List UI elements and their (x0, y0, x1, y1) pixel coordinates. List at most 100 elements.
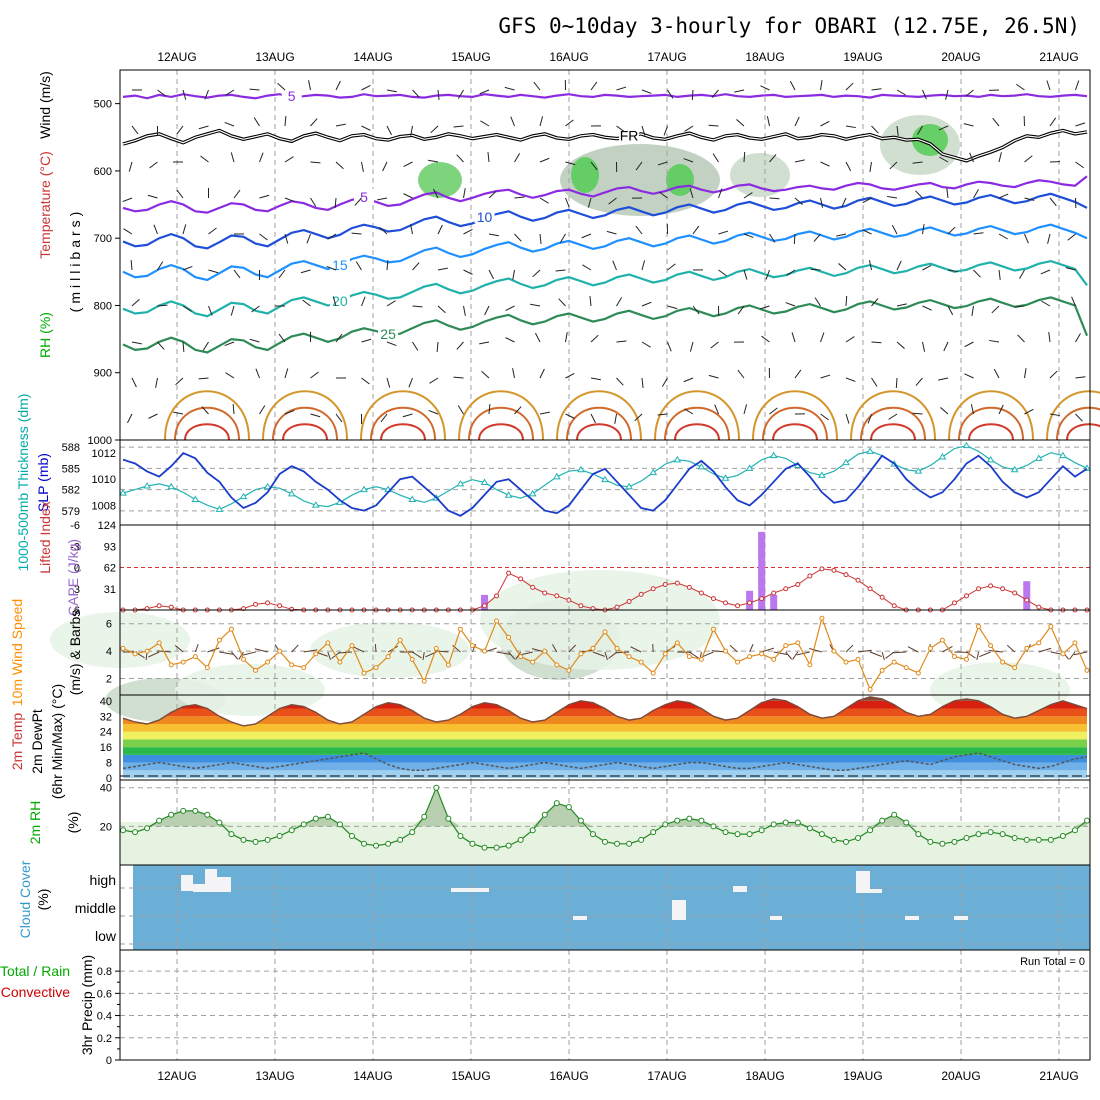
isotherm-line (122, 93, 1088, 100)
wind-barb (488, 403, 491, 415)
wind-speed-marker (795, 640, 801, 646)
thickness-marker (528, 489, 537, 497)
rh-marker (891, 811, 898, 818)
wind-barb (326, 265, 337, 271)
lifted-index-marker (156, 603, 162, 609)
wind-barb (718, 230, 729, 235)
rh2m-panel: 40 20 2m RH (%) (27, 779, 1091, 866)
wind-barb (412, 341, 419, 351)
thickness-marker (1010, 465, 1019, 473)
rh-marker (517, 836, 524, 843)
wind-speed-marker (819, 615, 825, 621)
wind-speed-marker (506, 634, 512, 640)
rh-marker (433, 784, 440, 791)
wind-speed-marker (1012, 665, 1018, 671)
wind-barb (284, 368, 289, 379)
wind-barb (182, 265, 193, 271)
wind-barb (871, 88, 882, 91)
rh-marker (493, 844, 500, 851)
wind-barb (612, 260, 617, 271)
wind-barb (896, 260, 902, 271)
wind-barb (457, 405, 464, 415)
rh-marker (698, 817, 705, 824)
cape-bar (758, 531, 766, 610)
temp-band (123, 762, 1087, 771)
li-axis-label: Lifted Index (37, 501, 53, 573)
wind-barb (512, 368, 515, 379)
wind-barb (504, 86, 515, 91)
wind-barb (361, 338, 372, 343)
wind-barb (581, 233, 592, 239)
wind-barb (743, 233, 754, 238)
wind-speed-marker (903, 665, 909, 671)
bottom-date-label: 18AUG (745, 1069, 784, 1083)
chart-title: GFS 0~10day 3-hourly for OBARI (12.75E, … (498, 14, 1080, 38)
wind-barb (479, 89, 490, 95)
rh-marker (1047, 836, 1054, 843)
wind-barb (230, 305, 235, 316)
surface-wind-barb (1038, 647, 1052, 653)
rh-marker (457, 833, 464, 840)
wind-barb (259, 152, 264, 163)
wind-barb (734, 89, 745, 93)
wind-barb (354, 197, 362, 206)
wind-barb (689, 188, 694, 199)
rh-axis-label: RH (%) (37, 312, 53, 358)
li-tick-label: 6 (74, 605, 80, 617)
wind-speed-marker (831, 648, 837, 654)
rh-marker (144, 825, 151, 832)
wind-barb (386, 125, 392, 136)
surface-isotherm (458, 390, 544, 441)
wind-barb (565, 332, 568, 343)
surface-isotherm (1046, 390, 1100, 441)
wind-barb (379, 226, 388, 235)
rh-marker (843, 838, 849, 845)
lifted-index-marker (891, 603, 897, 609)
rh-marker (758, 827, 765, 834)
rh-marker (1011, 834, 1018, 841)
surface-wind-barb (881, 651, 885, 661)
precip-tick-label: 0.2 (97, 1033, 112, 1045)
wind-barb (766, 116, 770, 127)
surface-isotherm (870, 423, 916, 441)
wind-speed-marker (698, 656, 704, 662)
rh-marker (132, 829, 139, 836)
temp-band (123, 708, 1087, 717)
lifted-index-marker (674, 580, 680, 586)
rh-marker (120, 827, 126, 834)
cloud-cover-block (954, 916, 968, 920)
bottom-date-label: 12AUG (157, 1069, 196, 1083)
wind-speed-marker (1024, 645, 1030, 651)
cloud-cover-block (217, 877, 231, 892)
wind-tick-label: 4 (106, 646, 112, 658)
wind-speed-marker (976, 623, 982, 629)
surface-wind-barb (471, 644, 477, 653)
wind-barb (895, 377, 898, 389)
wind-barb (130, 259, 133, 271)
wind-barb (380, 413, 388, 423)
wind-barb (969, 152, 974, 163)
isotherm-label: 10 (477, 209, 493, 225)
wind-barb (259, 233, 268, 241)
wind-speed-marker (590, 645, 596, 651)
lifted-index-marker (265, 600, 271, 606)
cloud-panel: high middle low Cloud Cover (%) (17, 860, 1091, 951)
wind-barb (565, 161, 576, 166)
cape-axis-label: CAPE (J/kg) (65, 539, 81, 616)
wind-barb (310, 371, 319, 379)
surface-wind-barb (689, 651, 699, 659)
wind-speed-marker (759, 651, 765, 657)
temp-band (123, 739, 1087, 748)
wind-barb (182, 224, 187, 235)
wind-barb (410, 224, 413, 235)
wind-barb (157, 304, 168, 307)
wind-barb (412, 262, 420, 271)
wind-barb (410, 125, 413, 136)
wind-barb (769, 233, 776, 243)
rh-marker (565, 804, 572, 811)
rh-marker (686, 815, 693, 822)
wind-barb (1024, 155, 1033, 163)
wind-barb (915, 377, 923, 386)
cape-tick-label: 62 (104, 563, 116, 575)
